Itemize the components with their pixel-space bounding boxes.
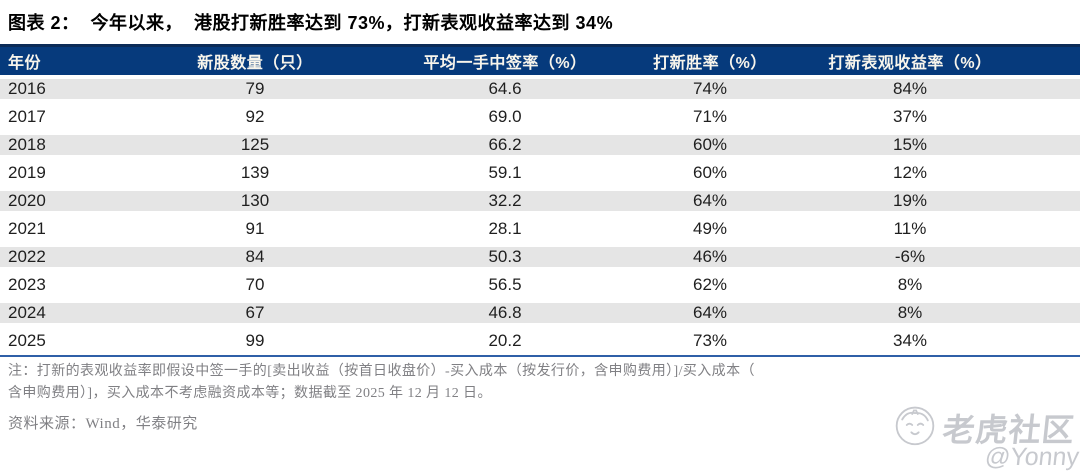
value-cell: 46.8 — [380, 299, 630, 327]
value-cell: 59.1 — [380, 159, 630, 187]
table-row: 2020 130 32.2 64% 19% — [0, 187, 1080, 215]
value-cell: 50.3 — [380, 243, 630, 271]
table-row: 2017 92 69.0 71% 37% — [0, 103, 1080, 131]
value-cell: 11% — [790, 215, 1030, 243]
table-row: 2022 84 50.3 46% -6% — [0, 243, 1080, 271]
value-cell: 139 — [130, 159, 380, 187]
column-header-year: 年份 — [0, 44, 130, 75]
value-cell: 73% — [630, 327, 790, 355]
value-cell: 37% — [790, 103, 1030, 131]
year-cell: 2019 — [0, 159, 130, 187]
value-cell: 69.0 — [380, 103, 630, 131]
table-row: 2021 91 28.1 49% 11% — [0, 215, 1080, 243]
value-cell: 19% — [790, 187, 1030, 215]
column-header-avg-lottery-rate: 平均一手中签率（%） — [380, 44, 630, 75]
value-cell: 32.2 — [380, 187, 630, 215]
year-cell: 2024 — [0, 299, 130, 327]
value-cell: 66.2 — [380, 131, 630, 159]
value-cell: 84 — [130, 243, 380, 271]
table-row: 2018 125 66.2 60% 15% — [0, 131, 1080, 159]
value-cell: 8% — [790, 299, 1030, 327]
footnote-line-1: 注：打新的表观收益率即假设中签一手的[卖出收益（按首日收盘价）-买入成本（按发行… — [8, 364, 755, 379]
year-cell: 2018 — [0, 131, 130, 159]
value-cell: 64% — [630, 299, 790, 327]
year-cell: 2020 — [0, 187, 130, 215]
value-cell: 92 — [130, 103, 380, 131]
spacer-cell — [1030, 215, 1080, 243]
table-row: 2016 79 64.6 74% 84% — [0, 75, 1080, 103]
footnote: 注：打新的表观收益率即假设中签一手的[卖出收益（按首日收盘价）-买入成本（按发行… — [8, 361, 1072, 405]
value-cell: 62% — [630, 271, 790, 299]
value-cell: 70 — [130, 271, 380, 299]
value-cell: 125 — [130, 131, 380, 159]
value-cell: 64.6 — [380, 75, 630, 103]
spacer-cell — [1030, 271, 1080, 299]
data-source: 资料来源：Wind，华泰研究 — [8, 416, 198, 432]
year-cell: 2021 — [0, 215, 130, 243]
value-cell: 8% — [790, 271, 1030, 299]
year-cell: 2025 — [0, 327, 130, 355]
spacer-cell — [1030, 187, 1080, 215]
spacer-cell — [1030, 131, 1080, 159]
value-cell: 34% — [790, 327, 1030, 355]
spacer-cell — [1030, 327, 1080, 355]
header-row: 年份 新股数量（只） 平均一手中签率（%） 打新胜率（%） 打新表观收益率（%） — [0, 44, 1080, 75]
year-cell: 2017 — [0, 103, 130, 131]
value-cell: 46% — [630, 243, 790, 271]
table-bottom-rule — [0, 355, 1080, 357]
spacer-cell — [1030, 243, 1080, 271]
table-row: 2025 99 20.2 73% 34% — [0, 327, 1080, 355]
table-header: 年份 新股数量（只） 平均一手中签率（%） 打新胜率（%） 打新表观收益率（%） — [0, 44, 1080, 75]
value-cell: 60% — [630, 159, 790, 187]
table-body: 2016 79 64.6 74% 84% 2017 92 69.0 71% 37% 2018 125 6… — [0, 75, 1080, 355]
ipo-stats-table: 年份 新股数量（只） 平均一手中签率（%） 打新胜率（%） 打新表观收益率（%）… — [0, 44, 1080, 355]
value-cell: 91 — [130, 215, 380, 243]
spacer-cell — [1030, 299, 1080, 327]
year-cell: 2016 — [0, 75, 130, 103]
year-cell: 2022 — [0, 243, 130, 271]
column-header-spacer — [1030, 44, 1080, 75]
value-cell: -6% — [790, 243, 1030, 271]
table-row: 2024 67 46.8 64% 8% — [0, 299, 1080, 327]
value-cell: 67 — [130, 299, 380, 327]
table-row: 2019 139 59.1 60% 12% — [0, 159, 1080, 187]
value-cell: 20.2 — [380, 327, 630, 355]
column-header-win-rate: 打新胜率（%） — [630, 44, 790, 75]
value-cell: 56.5 — [380, 271, 630, 299]
value-cell: 84% — [790, 75, 1030, 103]
value-cell: 28.1 — [380, 215, 630, 243]
figure-title: 图表 2： 今年以来， 港股打新胜率达到 73%，打新表观收益率达到 34% — [8, 13, 614, 33]
value-cell: 79 — [130, 75, 380, 103]
column-header-apparent-yield: 打新表观收益率（%） — [790, 44, 1030, 75]
value-cell: 99 — [130, 327, 380, 355]
year-cell: 2023 — [0, 271, 130, 299]
value-cell: 64% — [630, 187, 790, 215]
value-cell: 12% — [790, 159, 1030, 187]
value-cell: 130 — [130, 187, 380, 215]
watermark-username: @Yonny — [983, 443, 1080, 471]
value-cell: 74% — [630, 75, 790, 103]
table-row: 2023 70 56.5 62% 8% — [0, 271, 1080, 299]
value-cell: 71% — [630, 103, 790, 131]
footnote-line-2: 含申购费用）]，买入成本不考虑融资成本等；数据截至 2025 年 12 月 12… — [8, 386, 492, 401]
spacer-cell — [1030, 75, 1080, 103]
value-cell: 60% — [630, 131, 790, 159]
value-cell: 15% — [790, 131, 1030, 159]
spacer-cell — [1030, 159, 1080, 187]
value-cell: 49% — [630, 215, 790, 243]
column-header-new-stock-count: 新股数量（只） — [130, 44, 380, 75]
spacer-cell — [1030, 103, 1080, 131]
